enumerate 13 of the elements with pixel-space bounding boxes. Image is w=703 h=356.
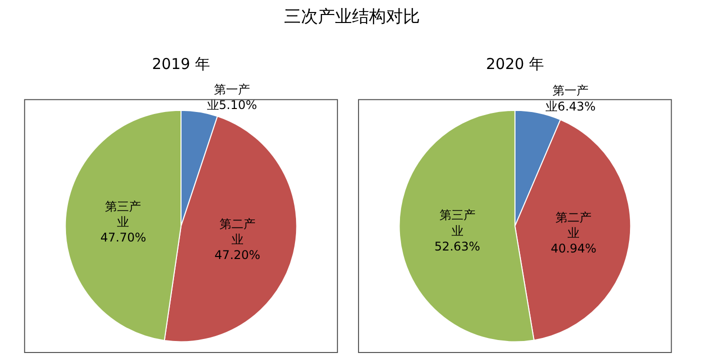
data-label: 52.63%	[434, 239, 480, 254]
slice-label: 第一产业5.10%	[206, 82, 258, 112]
slice-label: 第三产业	[105, 199, 142, 229]
slice-label: 第二产业	[219, 216, 256, 246]
slice-label: 第二产业	[556, 210, 592, 240]
text: 三次产业结构对比	[284, 7, 420, 27]
chart-title: 2020 年	[486, 55, 544, 73]
slice-label: 第一产业6.43%	[546, 84, 596, 114]
slice-label: 第三产业	[439, 208, 476, 238]
data-label: 47.20%	[214, 248, 260, 262]
chart-title: 2019 年	[152, 55, 210, 73]
data-label: 40.94%	[550, 242, 596, 256]
data-label: 47.70%	[100, 230, 146, 244]
